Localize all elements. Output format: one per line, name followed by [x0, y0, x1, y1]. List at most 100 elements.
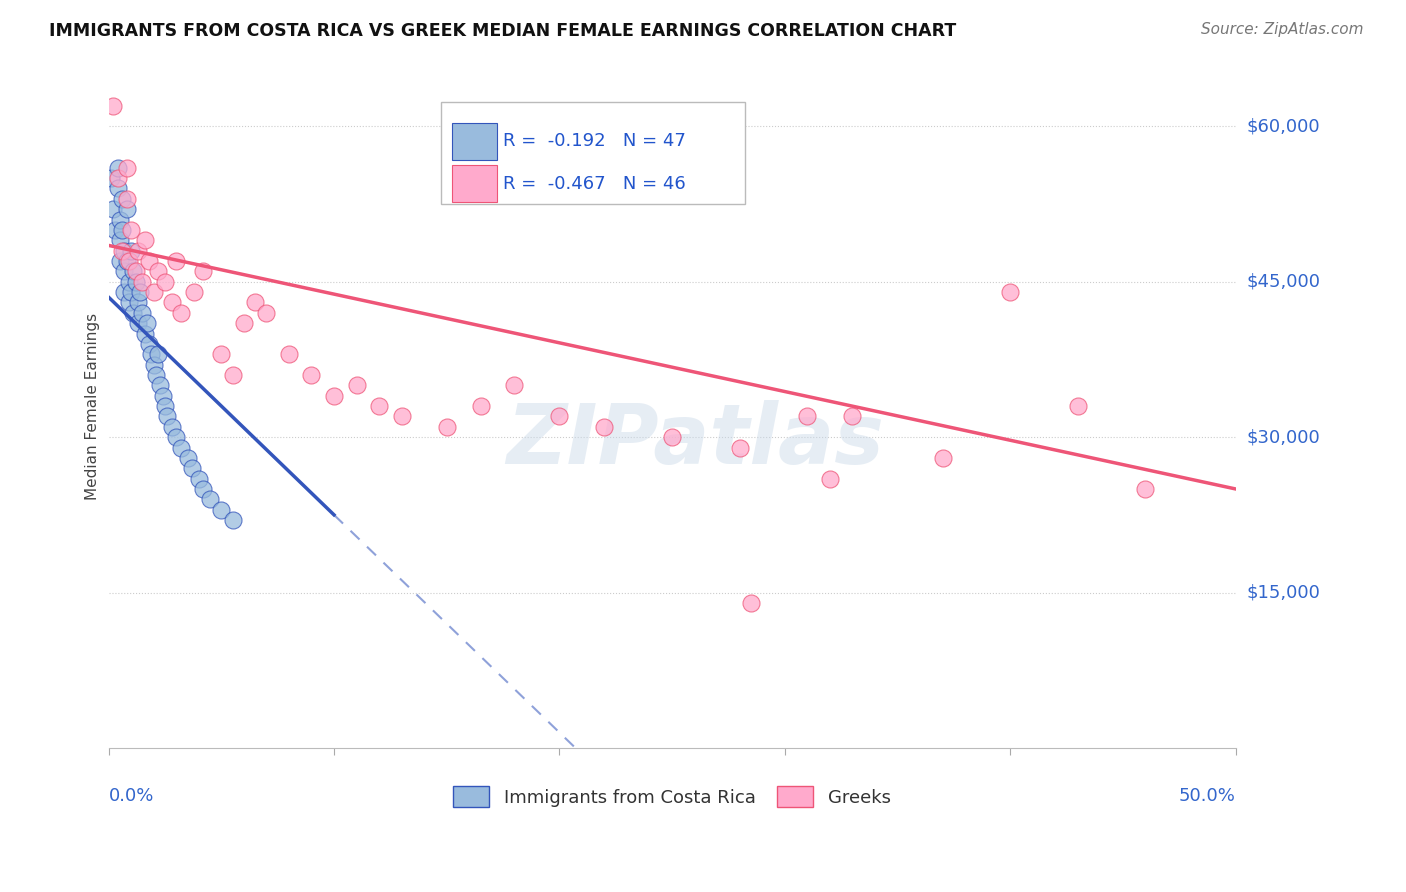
- Text: R =  -0.192   N = 47: R = -0.192 N = 47: [503, 133, 686, 151]
- Point: [122, 306, 145, 320]
- Point: [221, 368, 243, 382]
- Point: [136, 316, 159, 330]
- Point: [841, 409, 863, 424]
- Point: [131, 306, 153, 320]
- Point: [170, 306, 193, 320]
- FancyBboxPatch shape: [453, 123, 498, 161]
- Point: [661, 430, 683, 444]
- Point: [122, 264, 145, 278]
- Point: [301, 368, 323, 382]
- Point: [278, 347, 301, 361]
- Point: [193, 264, 215, 278]
- Legend: Immigrants from Costa Rica, Greeks: Immigrants from Costa Rica, Greeks: [446, 779, 898, 814]
- Text: 50.0%: 50.0%: [1178, 787, 1236, 805]
- Point: [101, 202, 124, 216]
- Point: [152, 389, 174, 403]
- Point: [243, 295, 266, 310]
- Point: [115, 202, 138, 216]
- Point: [436, 419, 458, 434]
- Point: [818, 472, 841, 486]
- Point: [111, 192, 134, 206]
- Point: [149, 378, 172, 392]
- Point: [101, 98, 124, 112]
- Point: [127, 316, 149, 330]
- Point: [183, 285, 205, 299]
- Point: [120, 285, 142, 299]
- Point: [391, 409, 413, 424]
- Point: [134, 233, 156, 247]
- Text: 0.0%: 0.0%: [108, 787, 155, 805]
- Point: [323, 389, 346, 403]
- Point: [138, 337, 160, 351]
- Point: [165, 430, 187, 444]
- Point: [127, 295, 149, 310]
- Point: [127, 244, 149, 258]
- Point: [209, 347, 232, 361]
- Point: [107, 171, 129, 186]
- Point: [118, 275, 141, 289]
- Point: [125, 264, 148, 278]
- Text: ZIPatlas: ZIPatlas: [506, 400, 883, 481]
- Point: [796, 409, 818, 424]
- Point: [138, 254, 160, 268]
- Point: [120, 244, 142, 258]
- Point: [232, 316, 254, 330]
- Point: [148, 347, 170, 361]
- Point: [145, 368, 167, 382]
- Point: [134, 326, 156, 341]
- Point: [221, 513, 243, 527]
- Point: [108, 233, 131, 247]
- FancyBboxPatch shape: [441, 102, 745, 204]
- Point: [998, 285, 1021, 299]
- Point: [108, 254, 131, 268]
- Point: [142, 285, 165, 299]
- Point: [112, 244, 135, 258]
- Text: $45,000: $45,000: [1247, 273, 1320, 291]
- Point: [931, 450, 953, 465]
- Point: [193, 482, 215, 496]
- Point: [115, 254, 138, 268]
- Point: [129, 285, 152, 299]
- Point: [156, 409, 179, 424]
- Point: [503, 378, 526, 392]
- Point: [112, 264, 135, 278]
- Point: [160, 295, 183, 310]
- Point: [368, 399, 391, 413]
- Point: [104, 223, 127, 237]
- Point: [1067, 399, 1090, 413]
- Text: IMMIGRANTS FROM COSTA RICA VS GREEK MEDIAN FEMALE EARNINGS CORRELATION CHART: IMMIGRANTS FROM COSTA RICA VS GREEK MEDI…: [49, 22, 956, 40]
- Point: [111, 244, 134, 258]
- Point: [170, 441, 193, 455]
- Point: [125, 275, 148, 289]
- Point: [548, 409, 571, 424]
- Point: [593, 419, 616, 434]
- Point: [1135, 482, 1157, 496]
- Text: $60,000: $60,000: [1247, 117, 1320, 136]
- Point: [100, 171, 122, 186]
- Point: [198, 492, 221, 507]
- Point: [107, 161, 129, 175]
- Point: [176, 450, 198, 465]
- Text: $30,000: $30,000: [1247, 428, 1320, 446]
- Point: [120, 223, 142, 237]
- Point: [153, 275, 176, 289]
- FancyBboxPatch shape: [453, 165, 498, 202]
- Point: [728, 441, 751, 455]
- Point: [187, 472, 209, 486]
- Point: [148, 264, 170, 278]
- Y-axis label: Median Female Earnings: Median Female Earnings: [86, 312, 100, 500]
- Point: [115, 161, 138, 175]
- Point: [131, 275, 153, 289]
- Point: [160, 419, 183, 434]
- Point: [115, 192, 138, 206]
- Point: [740, 596, 762, 610]
- Point: [254, 306, 277, 320]
- Point: [346, 378, 368, 392]
- Text: R =  -0.467   N = 46: R = -0.467 N = 46: [503, 175, 686, 193]
- Point: [181, 461, 204, 475]
- Point: [209, 502, 232, 516]
- Point: [141, 347, 163, 361]
- Point: [112, 285, 135, 299]
- Point: [470, 399, 492, 413]
- Text: $15,000: $15,000: [1247, 583, 1320, 601]
